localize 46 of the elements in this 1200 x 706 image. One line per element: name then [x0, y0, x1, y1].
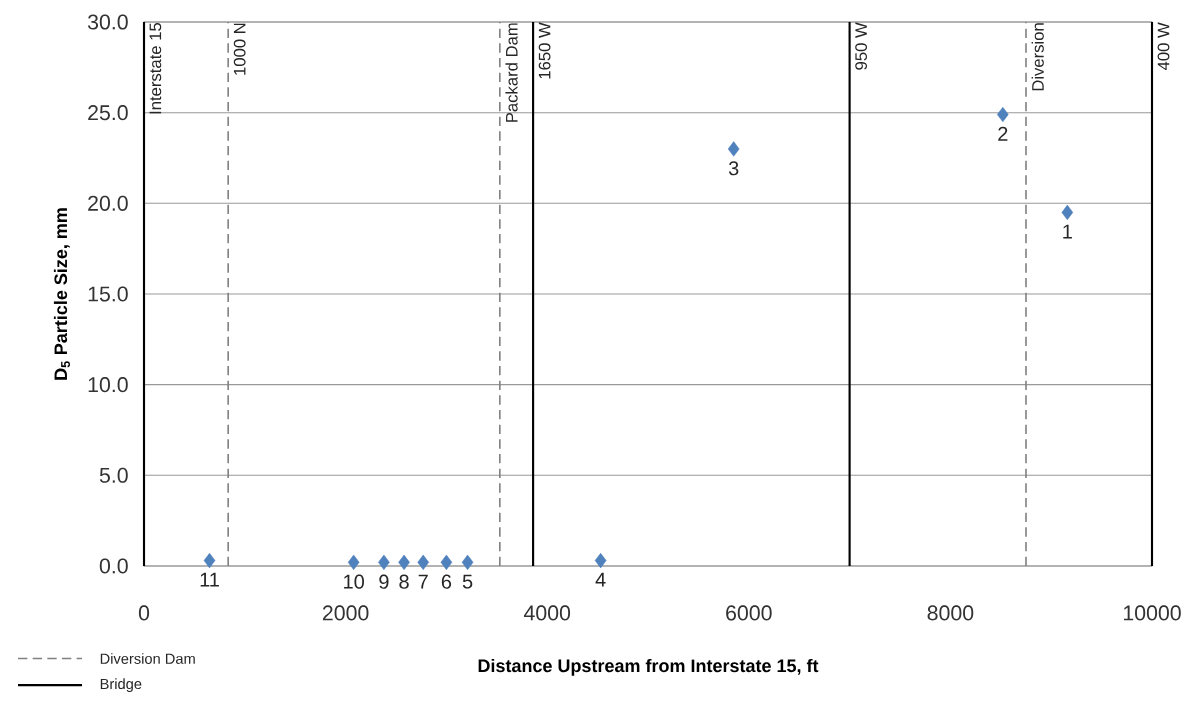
- ref-line-label: 1000 N: [233, 23, 246, 75]
- annotation: 9: [379, 574, 389, 589]
- point: [378, 554, 390, 570]
- annotation: 11: [200, 572, 219, 587]
- x-tick-label: 4000: [523, 605, 571, 621]
- point: [461, 554, 474, 570]
- y-tick-label: 25.0: [88, 105, 128, 121]
- point: [347, 554, 360, 570]
- annotation: 1: [1063, 224, 1072, 239]
- annotation: 4: [595, 572, 606, 587]
- annotation: 3: [728, 161, 739, 176]
- annotation: 2: [998, 126, 1008, 141]
- x-tick-label: 10000: [1123, 605, 1181, 621]
- point: [417, 554, 429, 570]
- ref-line-label: Diversion: [1031, 23, 1044, 91]
- annotation: 6: [441, 574, 452, 589]
- ref-line-label: Interstate 15: [149, 22, 162, 114]
- point: [398, 554, 410, 570]
- point: [727, 141, 740, 157]
- annotation: 7: [418, 574, 428, 589]
- ref-line-label: Packard Dam: [505, 23, 518, 122]
- text: Diversion Dam: [100, 653, 195, 664]
- ref-line-label: 1650 W: [538, 22, 551, 79]
- text: Bridge: [100, 678, 142, 693]
- y-tick-label: 10.0: [88, 377, 128, 393]
- x-tick-label: 2000: [322, 605, 369, 621]
- point: [997, 106, 1009, 123]
- x-tick-label: 0: [138, 605, 150, 621]
- annotation: 5: [462, 574, 473, 589]
- y-tick-label: 30.0: [87, 14, 128, 30]
- point: [1061, 204, 1074, 220]
- y-axis-title: D$_{5}$ Particle Size, mm: [53, 208, 70, 380]
- y-tick-label: 0.0: [99, 558, 128, 574]
- annotation: 10: [344, 574, 364, 589]
- point: [203, 552, 216, 569]
- ref-line-label: 950 W: [855, 22, 868, 70]
- x-tick-label: 6000: [726, 605, 772, 621]
- x-tick-label: 8000: [927, 605, 974, 621]
- y-tick-label: 5.0: [99, 467, 128, 483]
- x-axis-title: Distance Upstream from Interstate 15, ft: [478, 658, 819, 676]
- ref-line-label: 400 W: [1157, 22, 1170, 71]
- y-tick-label: 20.0: [88, 195, 128, 211]
- point: [594, 552, 607, 569]
- y-tick-label: 15.0: [88, 286, 128, 302]
- annotation: 8: [399, 574, 409, 589]
- point: [440, 554, 453, 570]
